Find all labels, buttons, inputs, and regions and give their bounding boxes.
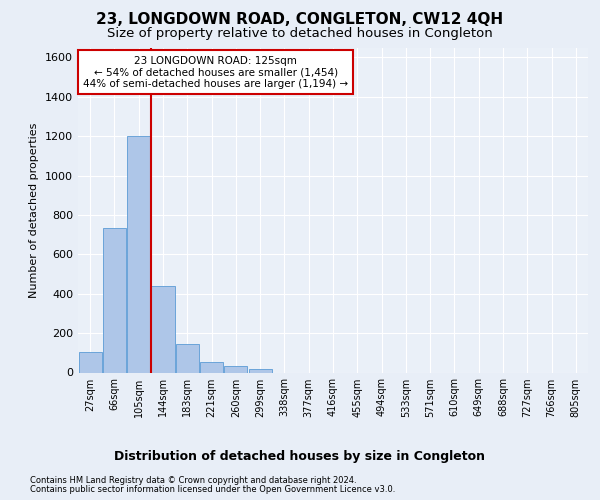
Text: 23 LONGDOWN ROAD: 125sqm
← 54% of detached houses are smaller (1,454)
44% of sem: 23 LONGDOWN ROAD: 125sqm ← 54% of detach…	[83, 56, 348, 89]
Bar	[79, 352, 101, 372]
Bar	[151, 286, 175, 372]
Bar	[127, 136, 150, 372]
Bar	[176, 344, 199, 372]
Bar	[200, 362, 223, 372]
Text: Contains public sector information licensed under the Open Government Licence v3: Contains public sector information licen…	[30, 485, 395, 494]
Text: 23, LONGDOWN ROAD, CONGLETON, CW12 4QH: 23, LONGDOWN ROAD, CONGLETON, CW12 4QH	[97, 12, 503, 28]
Bar	[248, 369, 272, 372]
Bar	[103, 228, 126, 372]
Text: Size of property relative to detached houses in Congleton: Size of property relative to detached ho…	[107, 28, 493, 40]
Y-axis label: Number of detached properties: Number of detached properties	[29, 122, 40, 298]
Bar	[224, 366, 247, 372]
Text: Distribution of detached houses by size in Congleton: Distribution of detached houses by size …	[115, 450, 485, 463]
Text: Contains HM Land Registry data © Crown copyright and database right 2024.: Contains HM Land Registry data © Crown c…	[30, 476, 356, 485]
